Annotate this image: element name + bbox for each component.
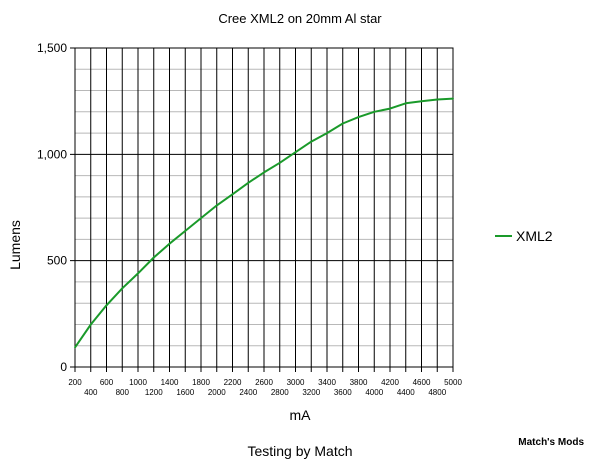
- data-point: [389, 107, 391, 110]
- x-tick-label: 3000: [287, 378, 305, 387]
- data-point: [89, 323, 92, 326]
- x-tick-label: 4800: [428, 388, 446, 397]
- x-tick-label: 4600: [413, 378, 431, 387]
- data-point: [74, 346, 76, 349]
- data-point: [452, 97, 454, 100]
- x-tick-label: 1600: [176, 388, 194, 397]
- data-point: [184, 229, 187, 232]
- data-point: [247, 181, 250, 184]
- x-tick-label: 2400: [239, 388, 257, 397]
- x-tick-label: 1000: [129, 378, 147, 387]
- grid: [70, 47, 454, 372]
- data-point: [168, 242, 171, 245]
- legend-label-xml2: XML2: [516, 228, 553, 244]
- plot-frame: [74, 47, 454, 368]
- x-tick-label: 600: [100, 378, 114, 387]
- x-tick-label: 4200: [381, 378, 399, 387]
- data-point: [278, 161, 281, 164]
- x-tick-label: 2600: [255, 378, 273, 387]
- x-tick-label: 1400: [161, 378, 179, 387]
- x-tick-label: 3400: [318, 378, 336, 387]
- data-point: [420, 100, 423, 103]
- x-tick-label: 3800: [350, 378, 368, 387]
- data-point: [341, 122, 344, 125]
- x-tick-label: 3600: [334, 388, 352, 397]
- x-tick-label: 4000: [365, 388, 383, 397]
- data-point: [105, 304, 108, 307]
- x-tick-label: 5000: [444, 378, 462, 387]
- chart-title: Cree XML2 on 20mm Al star: [218, 11, 382, 26]
- data-point: [215, 204, 218, 207]
- x-tick-label: 800: [116, 388, 130, 397]
- data-point: [404, 102, 407, 105]
- x-tick-label: 2200: [224, 378, 242, 387]
- y-tick-label: 1,500: [37, 41, 67, 55]
- credit-label: Match's Mods: [518, 437, 584, 448]
- x-tick-label: 4400: [397, 388, 415, 397]
- data-point: [263, 171, 265, 174]
- y-tick-label: 0: [60, 360, 67, 374]
- data-point: [137, 272, 139, 275]
- x-tick-label: 2000: [208, 388, 226, 397]
- axes: 0 500 1,000 1,500 20040060080010001200140016…: [37, 41, 462, 397]
- series-layer: [74, 97, 454, 349]
- y-tick-label: 500: [47, 254, 67, 268]
- data-point: [294, 151, 297, 154]
- data-point: [373, 110, 376, 113]
- y-axis-title: Lumens: [7, 220, 23, 270]
- x-tick-label: 200: [68, 378, 82, 387]
- data-point: [152, 256, 155, 259]
- x-tick-label: 1800: [192, 378, 210, 387]
- data-point: [231, 193, 234, 196]
- y-tick-label: 1,000: [37, 147, 67, 161]
- chart-footer: Testing by Match: [247, 443, 353, 459]
- x-tick-label: 2800: [271, 388, 289, 397]
- x-tick-label: 400: [84, 388, 98, 397]
- x-tick-label: 1200: [145, 388, 163, 397]
- data-point: [326, 132, 328, 134]
- data-point: [436, 98, 439, 101]
- data-point: [357, 116, 360, 119]
- data-point: [310, 140, 313, 143]
- data-point: [121, 287, 124, 290]
- legend: XML2: [495, 228, 553, 244]
- x-axis-title: mA: [290, 407, 312, 423]
- x-tick-label: 3200: [302, 388, 320, 397]
- data-point: [200, 217, 202, 220]
